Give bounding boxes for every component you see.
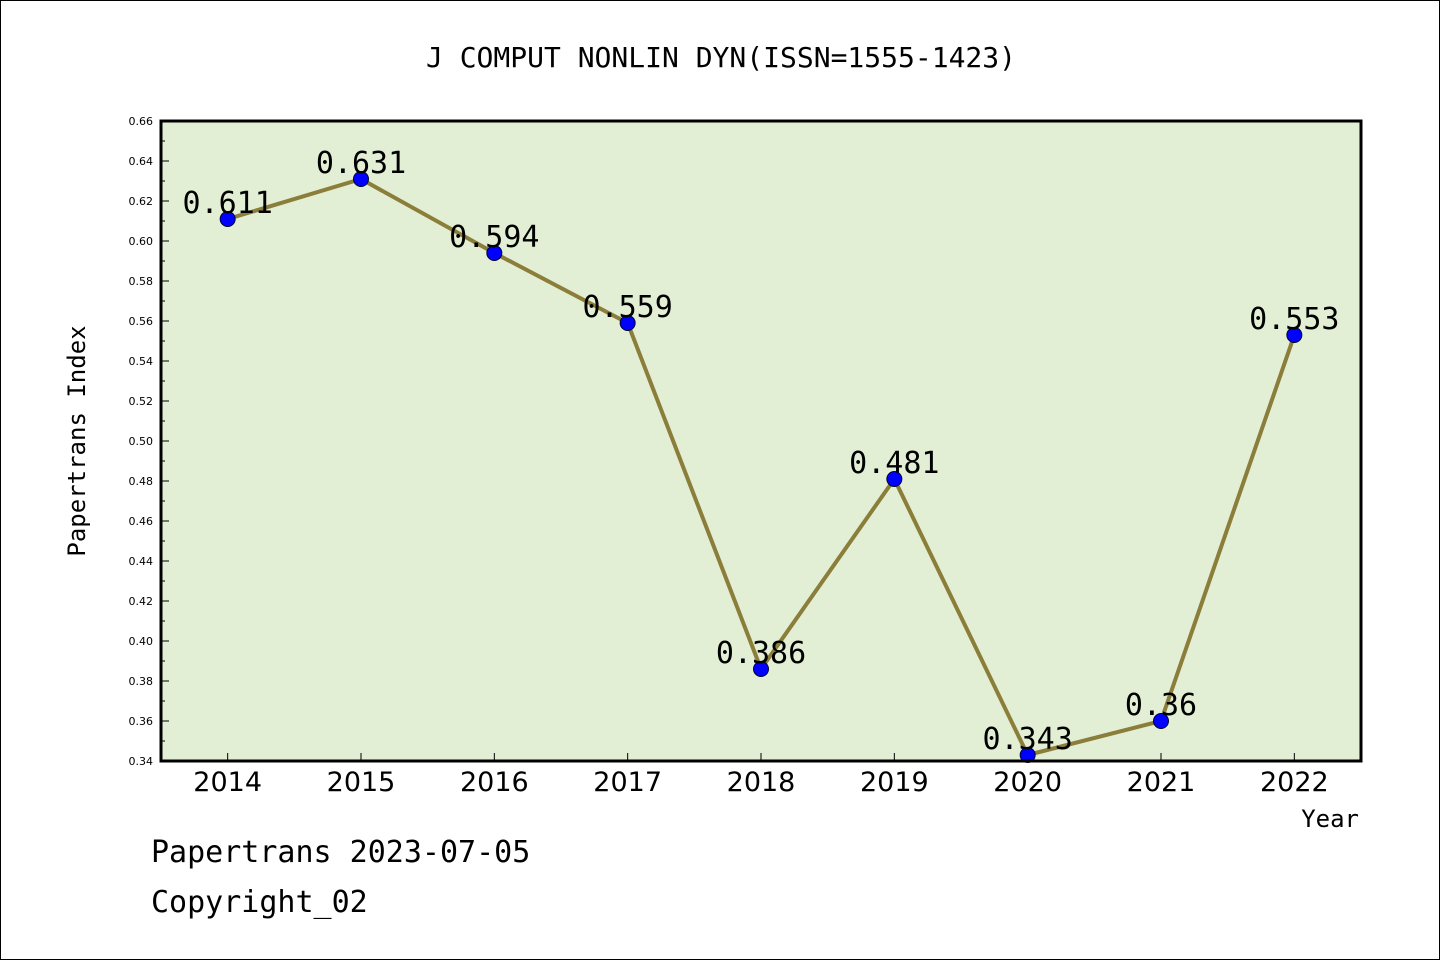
- y-tick-label: 0.48: [129, 475, 154, 488]
- data-point-label: 0.36: [1125, 688, 1197, 723]
- x-tick-label: 2022: [1260, 767, 1329, 798]
- data-point-label: 0.594: [449, 220, 539, 255]
- y-tick-label: 0.34: [129, 755, 154, 768]
- plot-frame: [159, 119, 1363, 763]
- x-tick-label: 2019: [860, 767, 929, 798]
- x-axis-ticks: 2014 2015 2016 2017 2018 2019 2020 2021 2022: [193, 753, 1329, 798]
- x-axis-label: Year: [1301, 805, 1359, 833]
- y-tick-label: 0.62: [129, 195, 154, 208]
- footer-date: Papertrans 2023-07-05: [151, 835, 531, 870]
- y-tick-label: 0.42: [129, 595, 154, 608]
- data-point-label: 0.631: [316, 146, 406, 181]
- data-point-marker: [886, 471, 903, 487]
- data-point-label: 0.481: [849, 446, 939, 481]
- chart-title: J COMPUT NONLIN DYN(ISSN=1555-1423): [426, 41, 1016, 74]
- x-tick-label: 2014: [193, 767, 262, 798]
- y-tick-label: 0.58: [129, 275, 154, 288]
- x-tick-label: 2018: [727, 767, 796, 798]
- data-point-marker: [619, 315, 636, 331]
- data-point-marker: [353, 171, 369, 187]
- y-tick-label: 0.40: [129, 635, 154, 648]
- y-tick-label: 0.38: [129, 675, 154, 688]
- y-tick-label: 0.54: [129, 355, 154, 368]
- y-tick-label: 0.50: [129, 435, 154, 448]
- y-axis-ticks: 0.34 0.36 0.38 0.40 0.42 0.44 0.46 0.48 0.50 0.52…: [129, 115, 169, 768]
- data-point-label: 0.611: [183, 186, 273, 221]
- y-tick-label: 0.56: [129, 315, 154, 328]
- series-markers: [219, 171, 1303, 763]
- y-axis-label: Papertrans Index: [63, 325, 91, 556]
- data-point-marker: [219, 211, 236, 227]
- y-tick-label: 0.66: [129, 115, 154, 128]
- plot-area: [161, 121, 1361, 761]
- y-tick-label: 0.36: [129, 715, 154, 728]
- y-tick-label: 0.44: [129, 555, 154, 568]
- data-point-marker: [753, 661, 769, 677]
- data-point-marker: [1286, 327, 1303, 343]
- data-point-label: 0.553: [1249, 302, 1339, 337]
- x-tick-label: 2015: [327, 767, 396, 798]
- y-tick-label: 0.52: [129, 395, 154, 408]
- x-tick-label: 2016: [460, 767, 529, 798]
- y-tick-label: 0.64: [129, 155, 154, 168]
- data-point-marker: [486, 245, 503, 261]
- data-point-label: 0.386: [716, 636, 806, 671]
- data-point-marker: [1153, 713, 1169, 729]
- x-tick-label: 2020: [993, 767, 1062, 798]
- footer-copyright: Copyright_02: [151, 885, 368, 920]
- x-tick-label: 2017: [593, 767, 662, 798]
- x-tick-label: 2021: [1127, 767, 1196, 798]
- y-tick-label: 0.46: [129, 515, 154, 528]
- y-tick-label: 0.60: [129, 235, 154, 248]
- data-labels: 0.611 0.631 0.594 0.559 0.386 0.481 0.343 0.36 0…: [183, 146, 1340, 757]
- data-point-label: 0.559: [583, 290, 673, 325]
- data-point-label: 0.343: [983, 722, 1073, 757]
